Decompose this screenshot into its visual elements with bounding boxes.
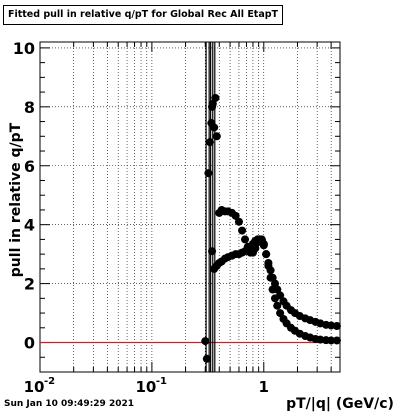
y-tick-label: 6	[24, 157, 35, 176]
data-point	[271, 294, 280, 303]
data-point	[266, 273, 275, 282]
x-tick-label: 1	[259, 378, 269, 396]
y-tick-label: 10	[13, 39, 35, 58]
x-tick-label-exponent: -1	[156, 376, 167, 387]
data-point	[268, 285, 277, 294]
data-point	[273, 301, 282, 310]
data-point	[212, 132, 221, 141]
data-point	[204, 169, 213, 178]
data-point	[202, 354, 211, 363]
y-tick-label: 4	[24, 216, 35, 235]
data-point	[210, 123, 219, 132]
data-point	[327, 336, 336, 345]
data-point	[241, 235, 250, 244]
data-point	[332, 322, 341, 331]
x-axis-label: pT/|q| (GeV/c)	[286, 396, 394, 412]
timestamp: Sun Jan 10 09:49:29 2021	[4, 399, 135, 409]
x-tick-label: 10	[24, 378, 45, 396]
y-tick-label: 2	[24, 275, 35, 294]
data-point	[262, 250, 271, 259]
data-point	[264, 261, 273, 270]
y-tick-label: 0	[24, 334, 35, 353]
data-point	[231, 211, 240, 220]
y-tick-label: 8	[24, 98, 35, 117]
x-tick-label-exponent: -2	[44, 376, 55, 387]
y-axis-label: pull in relative q/pT	[8, 122, 24, 278]
chart-title: Fitted pull in relative q/pT for Global …	[3, 5, 283, 25]
data-point	[211, 93, 220, 102]
data-point	[276, 309, 285, 318]
data-point	[259, 241, 268, 250]
data-point	[201, 337, 210, 346]
data-point	[332, 336, 341, 345]
data-point	[208, 247, 217, 256]
plot-frame	[39, 41, 341, 373]
data-point	[205, 138, 214, 147]
data-point	[234, 217, 243, 226]
data-point	[238, 226, 247, 235]
x-tick-label: 10	[135, 378, 156, 396]
